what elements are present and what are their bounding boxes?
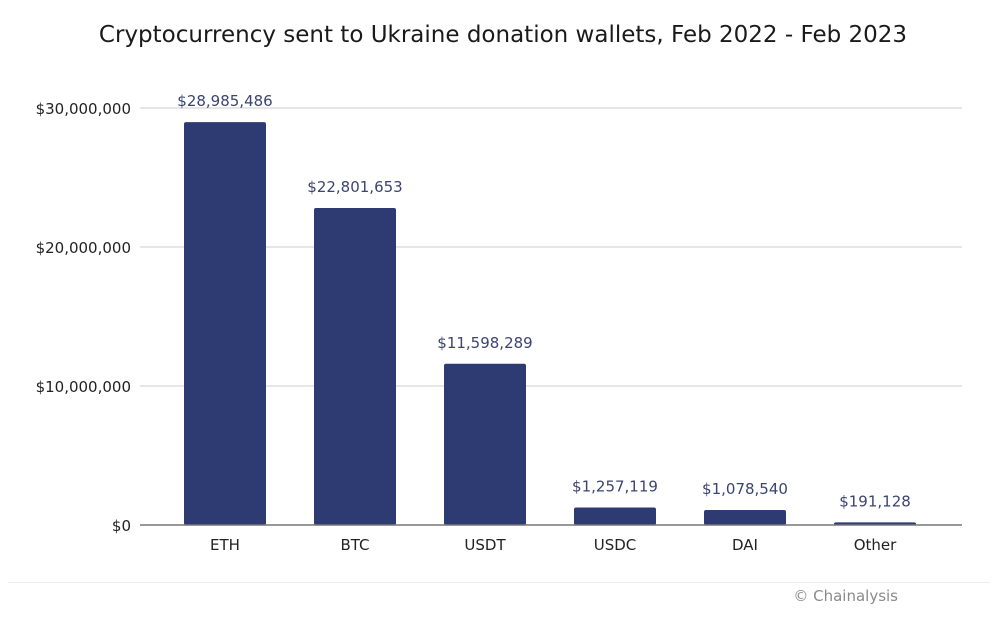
bar-eth [184,122,266,525]
x-tick-label: DAI [732,536,758,554]
x-tick-label: BTC [340,536,369,554]
y-tick-label: $10,000,000 [36,378,131,396]
y-tick-label: $20,000,000 [36,239,131,257]
bar-dai [704,510,786,525]
source-credit: © Chainalysis [793,587,898,605]
footer-divider [8,582,990,583]
chart-title: Cryptocurrency sent to Ukraine donation … [98,22,908,48]
bar-btc [314,208,396,526]
data-label: $1,078,540 [702,480,788,498]
data-label: $28,985,486 [177,92,272,110]
x-tick-label: USDT [464,536,506,554]
data-label: $11,598,289 [437,334,532,352]
bar-usdt [444,363,526,525]
bar-usdc [574,507,656,525]
x-tick-label: ETH [210,536,240,554]
y-tick-label: $30,000,000 [36,100,131,118]
data-label: $1,257,119 [572,478,658,496]
data-label: $191,128 [839,492,911,510]
y-tick-label: $0 [112,517,131,535]
x-tick-label: Other [854,536,897,554]
x-tick-label: USDC [594,536,637,554]
data-label: $22,801,653 [307,178,402,196]
